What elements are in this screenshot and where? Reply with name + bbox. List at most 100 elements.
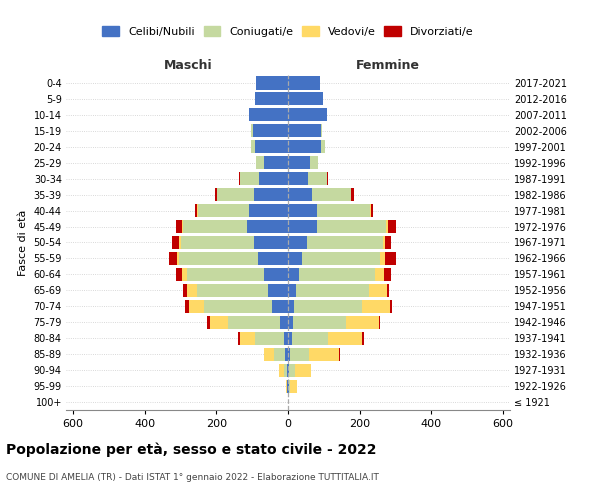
Bar — [248, 204, 288, 217]
Bar — [239, 172, 240, 185]
Bar — [259, 172, 288, 185]
Bar — [308, 172, 327, 185]
Bar — [176, 268, 182, 281]
Bar — [250, 108, 288, 122]
Bar — [254, 92, 288, 106]
Bar — [263, 268, 288, 281]
Bar — [176, 252, 179, 265]
Bar — [247, 220, 288, 233]
Bar — [368, 284, 387, 297]
Bar — [197, 284, 268, 297]
Bar — [183, 284, 187, 297]
Bar — [286, 380, 287, 392]
Bar — [313, 188, 351, 201]
Bar — [183, 220, 247, 233]
Bar — [288, 156, 310, 170]
Bar — [251, 140, 255, 153]
Bar — [238, 332, 240, 345]
Text: Maschi: Maschi — [164, 59, 212, 72]
Bar — [288, 92, 323, 106]
Bar — [255, 332, 284, 345]
Bar — [169, 252, 176, 265]
Bar — [288, 300, 295, 313]
Bar — [263, 156, 288, 170]
Bar — [288, 316, 293, 329]
Bar — [280, 316, 288, 329]
Bar — [299, 268, 374, 281]
Bar — [328, 332, 362, 345]
Bar — [195, 204, 197, 217]
Bar — [362, 332, 364, 345]
Bar — [284, 364, 287, 376]
Bar — [255, 140, 288, 153]
Bar — [379, 316, 380, 329]
Bar — [371, 204, 373, 217]
Bar — [209, 316, 228, 329]
Bar — [307, 236, 383, 249]
Bar — [288, 108, 326, 122]
Bar — [251, 124, 253, 138]
Bar — [389, 300, 392, 313]
Bar — [284, 332, 288, 345]
Bar — [182, 220, 183, 233]
Bar — [295, 364, 311, 376]
Bar — [296, 284, 368, 297]
Bar — [189, 300, 204, 313]
Bar — [309, 348, 339, 360]
Bar — [385, 252, 396, 265]
Bar — [374, 268, 385, 281]
Bar — [198, 204, 248, 217]
Bar — [385, 236, 391, 249]
Bar — [288, 348, 290, 360]
Bar — [385, 268, 391, 281]
Bar — [254, 188, 288, 201]
Bar — [288, 204, 317, 217]
Text: COMUNE DI AMELIA (TR) - Dati ISTAT 1° gennaio 2022 - Elaborazione TUTTITALIA.IT: COMUNE DI AMELIA (TR) - Dati ISTAT 1° ge… — [6, 472, 379, 482]
Bar — [339, 348, 340, 360]
Bar — [256, 156, 263, 170]
Bar — [204, 300, 272, 313]
Bar — [289, 380, 290, 392]
Bar — [185, 300, 189, 313]
Bar — [268, 284, 288, 297]
Bar — [256, 76, 288, 90]
Bar — [288, 380, 289, 392]
Bar — [288, 332, 292, 345]
Bar — [288, 364, 289, 376]
Bar — [383, 236, 385, 249]
Bar — [288, 236, 307, 249]
Bar — [187, 284, 197, 297]
Bar — [288, 76, 320, 90]
Text: Femmine: Femmine — [356, 59, 420, 72]
Bar — [257, 252, 288, 265]
Bar — [215, 188, 217, 201]
Bar — [288, 188, 313, 201]
Bar — [288, 140, 321, 153]
Bar — [290, 348, 309, 360]
Bar — [287, 364, 288, 376]
Bar — [327, 172, 328, 185]
Bar — [217, 188, 254, 201]
Bar — [288, 284, 296, 297]
Bar — [240, 172, 259, 185]
Bar — [321, 140, 325, 153]
Bar — [302, 252, 380, 265]
Bar — [280, 364, 284, 376]
Y-axis label: Fasce di età: Fasce di età — [18, 210, 28, 276]
Bar — [228, 316, 280, 329]
Bar — [287, 380, 288, 392]
Bar — [288, 252, 302, 265]
Bar — [362, 300, 389, 313]
Bar — [285, 348, 288, 360]
Bar — [292, 332, 328, 345]
Bar — [182, 268, 187, 281]
Bar — [254, 236, 288, 249]
Bar — [380, 252, 385, 265]
Bar — [352, 188, 353, 201]
Bar — [370, 204, 371, 217]
Bar — [295, 300, 362, 313]
Bar — [317, 204, 370, 217]
Bar — [263, 348, 265, 360]
Text: Popolazione per età, sesso e stato civile - 2022: Popolazione per età, sesso e stato civil… — [6, 442, 377, 457]
Bar — [288, 268, 299, 281]
